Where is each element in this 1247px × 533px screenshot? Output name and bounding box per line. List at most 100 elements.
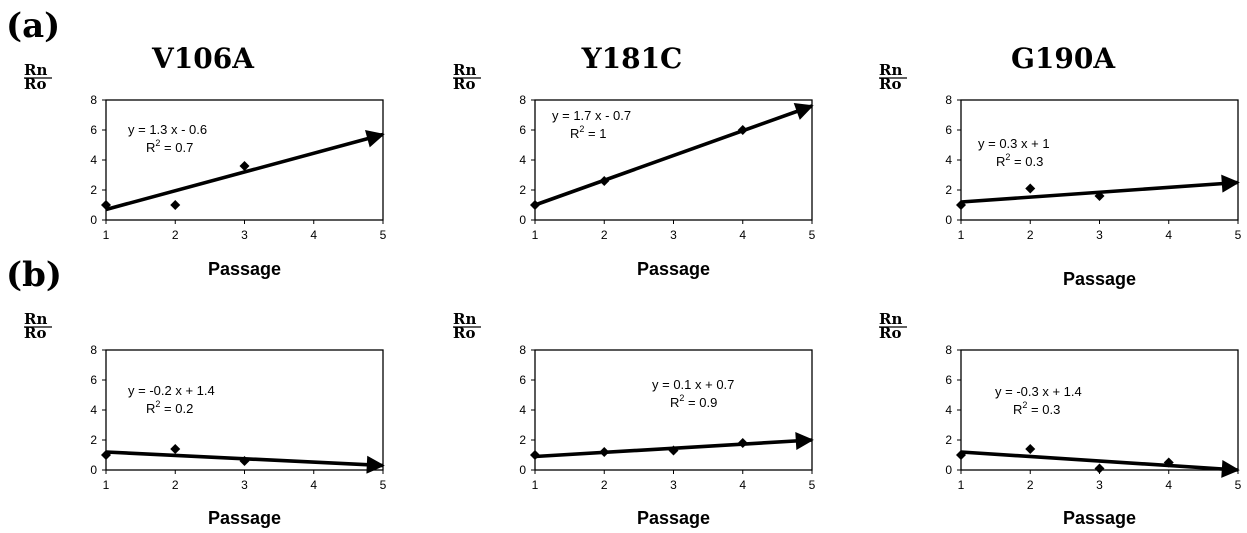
x-tick-label: 5 [380, 478, 387, 492]
y-tick-label: 6 [90, 123, 97, 137]
x-tick-label: 5 [809, 228, 816, 242]
x-axis-label: Passage [637, 259, 710, 279]
data-point [599, 447, 610, 457]
y-tick-label: 8 [945, 343, 952, 357]
y-tick-label: 8 [519, 93, 526, 107]
x-tick-label: 3 [1096, 228, 1103, 242]
x-tick-label: 4 [310, 478, 317, 492]
x-axis-label: Passage [637, 508, 710, 528]
x-tick-label: 3 [670, 228, 677, 242]
x-tick-label: 3 [1096, 478, 1103, 492]
ratio-numerator: Rn [453, 310, 476, 328]
data-point [170, 444, 181, 454]
column-title-v106a: V106A [151, 42, 255, 75]
data-point [668, 445, 679, 456]
x-tick-label: 4 [1165, 478, 1172, 492]
data-point [599, 176, 610, 186]
y-tick-label: 2 [519, 183, 526, 197]
y-tick-label: 2 [90, 183, 97, 197]
y-tick-label: 8 [519, 343, 526, 357]
y-tick-label: 8 [90, 343, 97, 357]
panel-label-b: (b) [6, 255, 62, 295]
data-point [101, 200, 111, 210]
fit-r-squared: R2 = 0.3 [996, 152, 1043, 169]
y-tick-label: 0 [90, 463, 97, 477]
data-point [239, 456, 250, 466]
y-tick-label: 6 [519, 373, 526, 387]
y-tick-label: 8 [90, 93, 97, 107]
fit-r-squared: R2 = 0.9 [670, 393, 717, 410]
data-point [239, 161, 250, 171]
ratio-numerator: Rn [24, 61, 47, 79]
column-title-g190a: G190A [1011, 42, 1116, 75]
data-point [1094, 463, 1105, 474]
x-tick-label: 1 [103, 228, 110, 242]
data-point [956, 450, 966, 460]
x-tick-label: 1 [103, 478, 110, 492]
y-tick-label: 2 [945, 433, 952, 447]
fit-r-squared: R2 = 0.2 [146, 399, 193, 416]
data-point [956, 200, 966, 210]
y-tick-label: 0 [519, 213, 526, 227]
x-axis-label: Passage [208, 508, 281, 528]
data-point [737, 125, 748, 135]
y-tick-label: 4 [519, 153, 526, 167]
x-axis-label: Passage [1063, 508, 1136, 528]
data-point [1094, 191, 1105, 201]
fit-r-squared: R2 = 0.7 [146, 138, 193, 155]
fit-equation: y = -0.3 x + 1.4 [995, 384, 1082, 399]
ratio-denominator: Ro [453, 75, 475, 93]
x-tick-label: 5 [380, 228, 387, 242]
x-tick-label: 2 [1027, 228, 1034, 242]
y-tick-label: 4 [519, 403, 526, 417]
ratio-denominator: Ro [879, 324, 901, 342]
fit-equation: y = 0.1 x + 0.7 [652, 377, 734, 392]
fit-r-squared: R2 = 1 [570, 124, 606, 141]
x-tick-label: 3 [241, 478, 248, 492]
x-tick-label: 4 [310, 228, 317, 242]
y-tick-label: 4 [945, 153, 952, 167]
ratio-denominator: Ro [453, 324, 475, 342]
x-tick-label: 2 [601, 228, 608, 242]
y-tick-label: 8 [945, 93, 952, 107]
y-tick-label: 6 [945, 123, 952, 137]
x-tick-label: 4 [739, 228, 746, 242]
y-tick-label: 2 [945, 183, 952, 197]
plot-frame [105, 99, 384, 221]
data-point [1025, 444, 1036, 454]
x-tick-label: 1 [532, 478, 539, 492]
x-tick-label: 2 [1027, 478, 1034, 492]
data-point [1163, 457, 1174, 468]
trend-arrow [960, 450, 1240, 478]
x-tick-label: 3 [241, 228, 248, 242]
ratio-denominator: Ro [24, 75, 46, 93]
y-tick-label: 6 [90, 373, 97, 387]
y-tick-label: 0 [519, 463, 526, 477]
x-tick-label: 5 [809, 478, 816, 492]
y-tick-label: 0 [945, 463, 952, 477]
data-point [530, 200, 540, 210]
y-tick-label: 0 [945, 213, 952, 227]
x-tick-label: 1 [958, 478, 965, 492]
ratio-numerator: Rn [879, 310, 902, 328]
x-tick-label: 5 [1235, 478, 1242, 492]
data-point [1025, 183, 1036, 194]
fit-equation: y = 1.7 x - 0.7 [552, 108, 631, 123]
y-tick-label: 4 [90, 403, 97, 417]
x-axis-label: Passage [1063, 269, 1136, 289]
x-tick-label: 1 [532, 228, 539, 242]
x-tick-label: 2 [601, 478, 608, 492]
ratio-numerator: Rn [24, 310, 47, 328]
x-tick-label: 5 [1235, 228, 1242, 242]
x-tick-label: 2 [172, 228, 179, 242]
ratio-denominator: Ro [879, 75, 901, 93]
trend-arrow [534, 102, 814, 207]
